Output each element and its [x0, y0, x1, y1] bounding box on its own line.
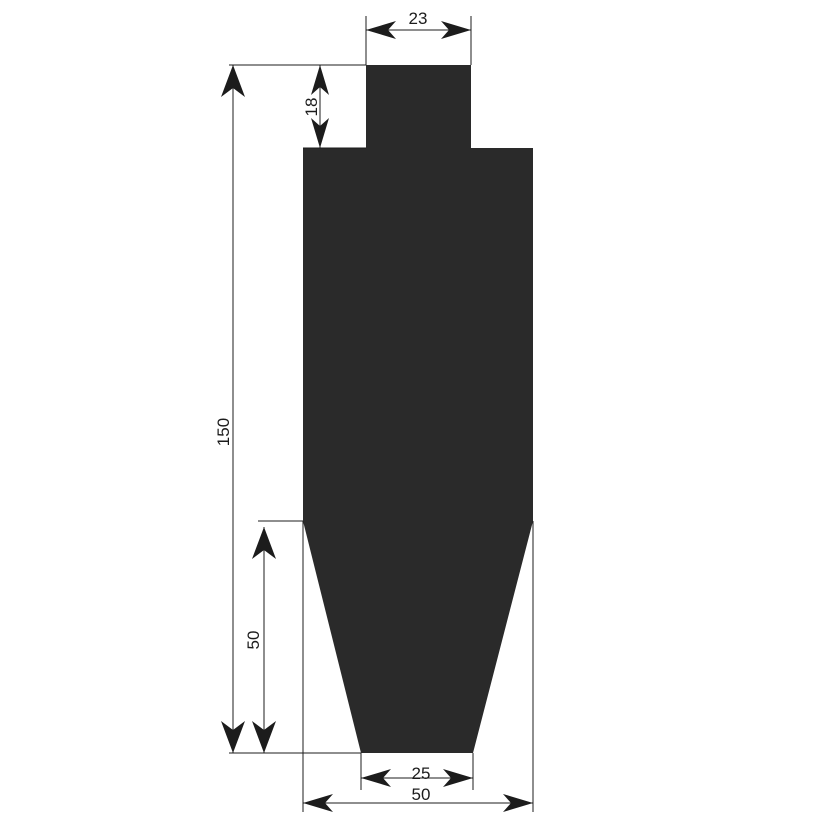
total-height-label: 150 — [214, 418, 233, 446]
tip-width-label: 25 — [412, 764, 431, 783]
top-width-label: 23 — [409, 9, 428, 28]
dimension-total-height: 150 — [214, 65, 361, 754]
dimension-tip-width: 25 — [360, 753, 474, 790]
dimension-top-width: 23 — [365, 9, 472, 65]
profile-shape — [303, 65, 533, 753]
dimension-body-width: 50 — [302, 521, 534, 812]
dimension-taper-height: 50 — [244, 520, 303, 753]
neck-height-label: 18 — [302, 98, 321, 117]
taper-height-label: 50 — [244, 631, 263, 650]
dimension-neck-height: 18 — [229, 64, 366, 149]
body-width-label: 50 — [412, 785, 431, 804]
